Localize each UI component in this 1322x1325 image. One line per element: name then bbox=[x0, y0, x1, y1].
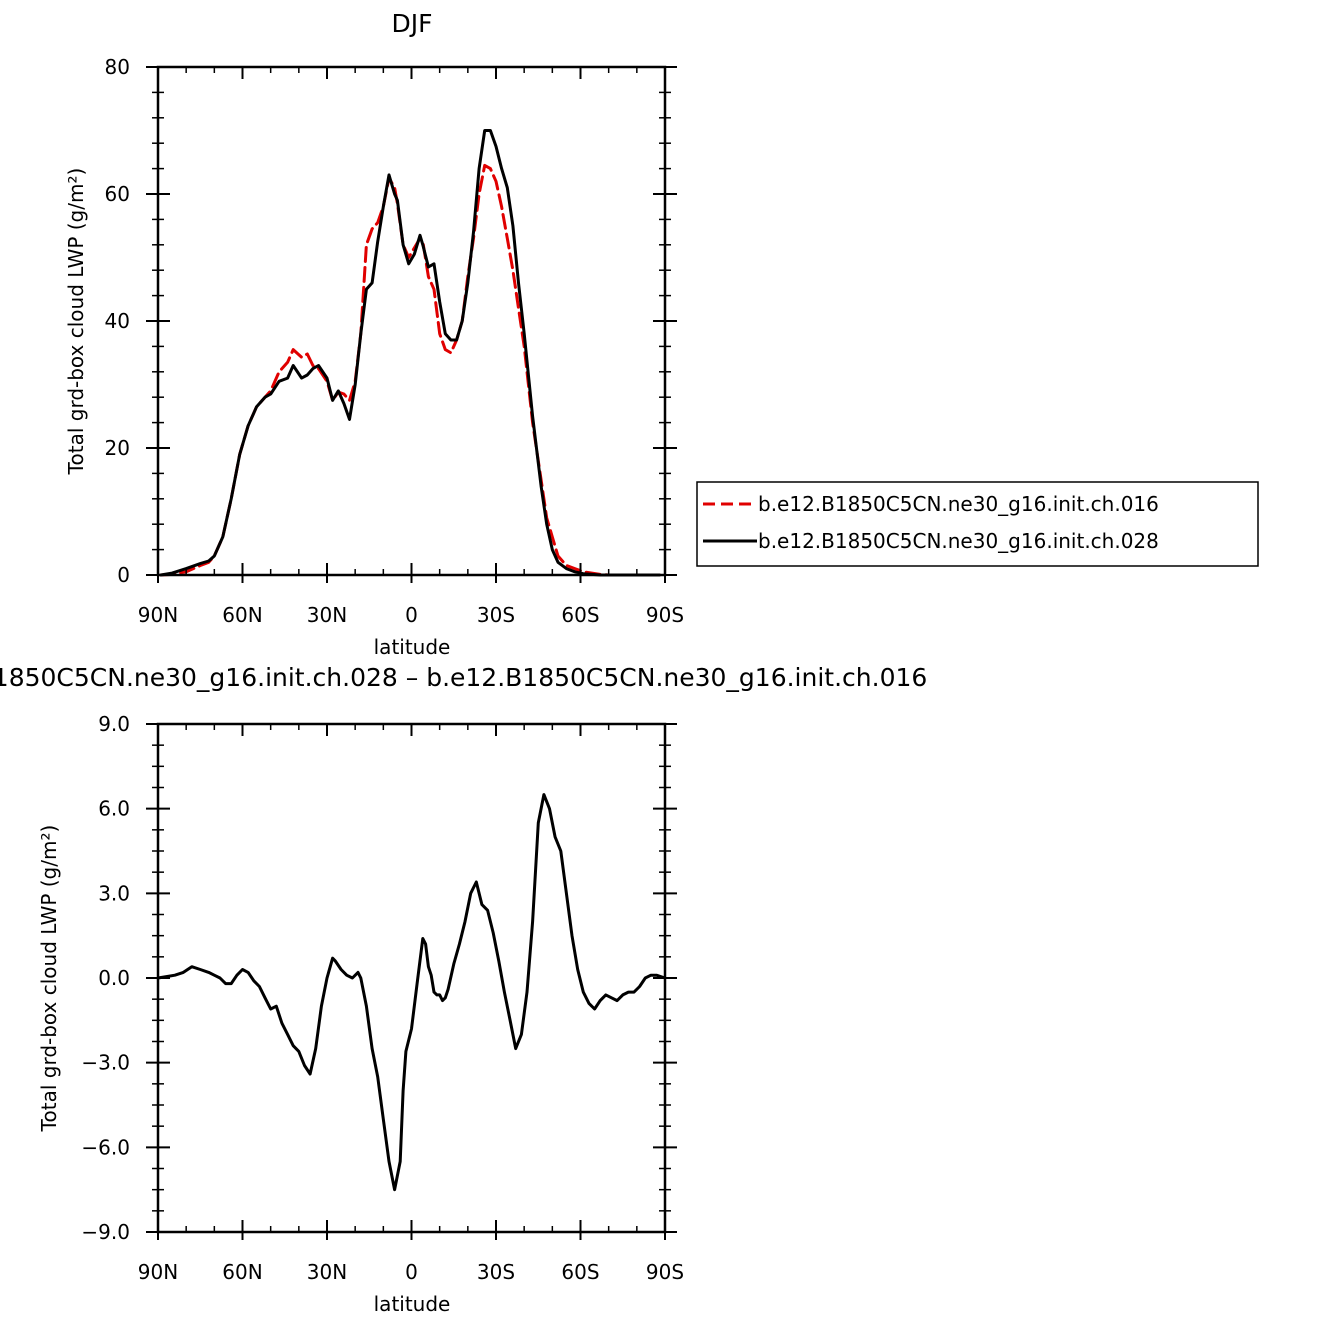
top-plot-frame bbox=[156, 65, 667, 577]
top-legend: b.e12.B1850C5CN.ne30_g16.init.ch.016 b.e… bbox=[696, 481, 1259, 567]
top-chart-title: DJF bbox=[391, 9, 432, 38]
bottom-y-tick-label: −3.0 bbox=[81, 1051, 130, 1075]
bottom-panel: b.e12.B1850C5CN.ne30_g16.init.ch.028 – b… bbox=[0, 663, 927, 1316]
bottom-y-tick-label: 3.0 bbox=[98, 881, 130, 905]
top-x-tick-label: 30S bbox=[477, 603, 515, 627]
bottom-x-tick-label: 60N bbox=[222, 1260, 262, 1284]
legend-box bbox=[696, 481, 1259, 567]
top-y-tick-label: 40 bbox=[105, 309, 130, 333]
bottom-y-tick-label: −9.0 bbox=[81, 1220, 130, 1244]
top-series-line-0 bbox=[159, 163, 661, 577]
bottom-chart-title: b.e12.B1850C5CN.ne30_g16.init.ch.028 – b… bbox=[0, 663, 927, 692]
bottom-y-tick-label: 0.0 bbox=[98, 966, 130, 990]
top-x-tick-label: 0 bbox=[405, 603, 418, 627]
top-y-tick-label: 60 bbox=[105, 182, 130, 206]
legend-label-028: b.e12.B1850C5CN.ne30_g16.init.ch.028 bbox=[758, 529, 1159, 553]
top-x-tick-label: 30N bbox=[307, 603, 347, 627]
top-series-line-1 bbox=[159, 129, 661, 577]
top-y-tick-label: 20 bbox=[105, 436, 130, 460]
bottom-series-line-0 bbox=[156, 793, 667, 1192]
bottom-x-tick-label: 60S bbox=[561, 1260, 599, 1284]
top-y-tick-label: 0 bbox=[117, 563, 130, 587]
top-x-tick-label: 60N bbox=[222, 603, 262, 627]
bottom-x-tick-label: 0 bbox=[405, 1260, 418, 1284]
bottom-x-tick-label: 30S bbox=[477, 1260, 515, 1284]
bottom-x-tick-label: 90S bbox=[646, 1260, 684, 1284]
top-panel: DJF 90N 60N 30N 0 30S 60S 90S 0 20 40 60 80 latitud… bbox=[64, 9, 1259, 659]
top-x-axis-title: latitude bbox=[374, 635, 451, 659]
top-x-tick-label: 60S bbox=[561, 603, 599, 627]
top-y-axis-title: Total grd-box cloud LWP (g/m²) bbox=[64, 168, 88, 476]
top-y-tick-label: 80 bbox=[105, 55, 130, 79]
bottom-y-tick-label: −6.0 bbox=[81, 1135, 130, 1159]
top-x-tick-label: 90S bbox=[646, 603, 684, 627]
top-x-tick-label: 90N bbox=[138, 603, 178, 627]
bottom-x-axis-title: latitude bbox=[374, 1292, 451, 1316]
bottom-y-axis-title: Total grd-box cloud LWP (g/m²) bbox=[37, 825, 61, 1133]
legend-label-016: b.e12.B1850C5CN.ne30_g16.init.ch.016 bbox=[758, 492, 1159, 516]
bottom-y-tick-label: 6.0 bbox=[98, 797, 130, 821]
bottom-x-tick-label: 30N bbox=[307, 1260, 347, 1284]
bottom-y-tick-label: 9.0 bbox=[98, 712, 130, 736]
bottom-x-tick-label: 90N bbox=[138, 1260, 178, 1284]
